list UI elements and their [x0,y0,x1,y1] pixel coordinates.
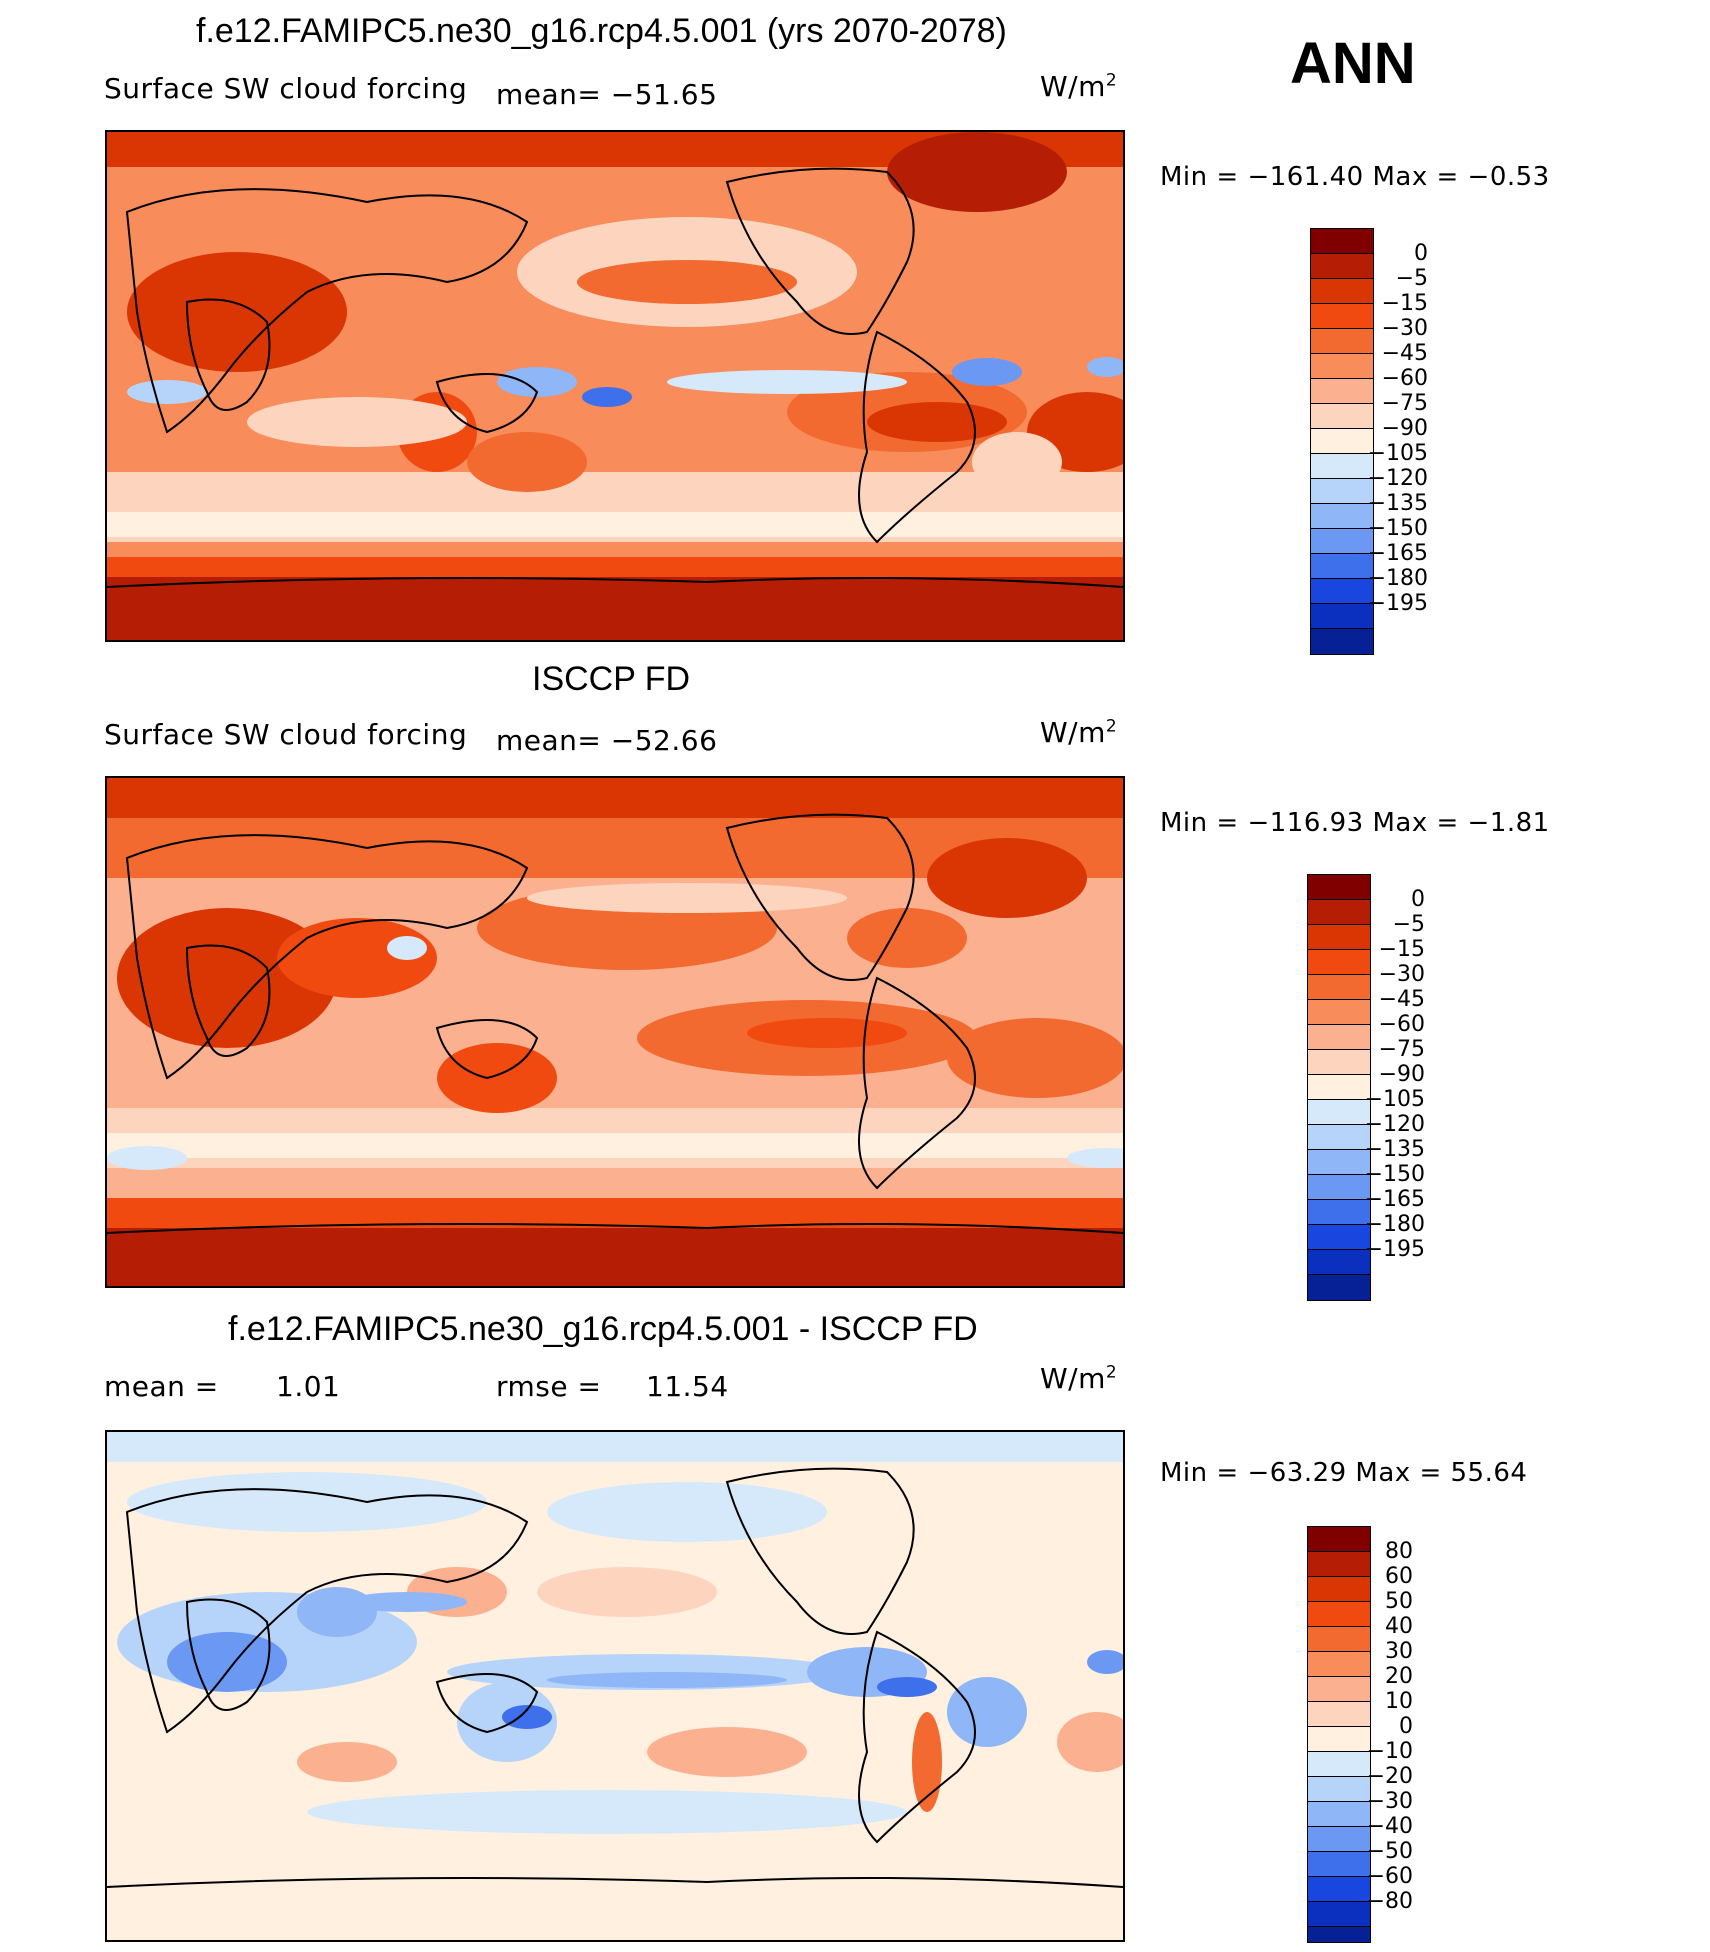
panel1-mean-label: mean= −51.65 [496,78,718,111]
panel2-variable-label: Surface SW cloud forcing [104,718,468,751]
panel3-title: f.e12.FAMIPC5.ne30_g16.rcp4.5.001 - ISCC… [228,1310,978,1348]
cb1-label-11: −150 [1367,516,1428,541]
cb2-label-1: −5 [1392,912,1425,937]
cb1-label-9: −120 [1367,466,1428,491]
cb2-label-3: −30 [1378,962,1425,987]
cb1-label-14: −195 [1367,591,1428,616]
panel1-map [105,130,1125,642]
cb2-label-9: −120 [1364,1112,1425,1137]
cb3-label-12: −50 [1366,1839,1413,1864]
panel2-mean-label: mean= −52.66 [496,724,718,757]
cb3-label-7: 0 [1399,1714,1413,1739]
panel2-minmax: Min = −116.93 Max = −1.81 [1160,808,1550,838]
cb1-label-6: −75 [1381,391,1428,416]
panel1-units-label: W/m2 [1040,70,1118,103]
cb3-label-5: 20 [1385,1664,1413,1689]
panel3-colorbar [1307,1526,1371,1943]
panel2-colorbar [1307,874,1371,1301]
cb3-label-9: −20 [1366,1764,1413,1789]
cb3-label-3: 40 [1385,1614,1413,1639]
cb2-label-14: −195 [1364,1237,1425,1262]
cb3-label-11: −40 [1366,1814,1413,1839]
panel3-mean-value: 1.01 [276,1370,341,1403]
cb2-label-2: −15 [1378,937,1425,962]
panel1-map-field [107,132,1123,640]
panel1-variable-label: Surface SW cloud forcing [104,72,468,105]
cb1-label-4: −45 [1381,341,1428,366]
cb2-label-13: −180 [1364,1212,1425,1237]
cb1-label-8: −105 [1367,441,1428,466]
panel3-map [105,1430,1125,1942]
cb1-label-1: −5 [1395,266,1428,291]
panel1-title: f.e12.FAMIPC5.ne30_g16.rcp4.5.001 (yrs 2… [196,12,1007,50]
panel2-map [105,776,1125,1288]
panel2-units-label: W/m2 [1040,716,1118,749]
cb2-label-0: 0 [1411,887,1425,912]
cb2-label-10: −135 [1364,1137,1425,1162]
cb3-label-1: 60 [1385,1564,1413,1589]
panel3-minmax: Min = −63.29 Max = 55.64 [1160,1458,1528,1488]
cb3-label-10: −30 [1366,1789,1413,1814]
cb1-label-7: −90 [1381,416,1428,441]
panel3-mean-label: mean = [104,1370,219,1403]
cb1-label-10: −135 [1367,491,1428,516]
cb3-label-14: −80 [1366,1889,1413,1914]
season-label: ANN [1290,31,1416,96]
panel3-units-label: W/m2 [1040,1362,1118,1395]
cb2-label-6: −75 [1378,1037,1425,1062]
cb3-label-8: −10 [1366,1739,1413,1764]
panel3-rmse-value: 11.54 [646,1370,729,1403]
cb3-label-2: 50 [1385,1589,1413,1614]
panel3-rmse-label: rmse = [496,1370,602,1403]
cb2-label-11: −150 [1364,1162,1425,1187]
cb2-label-7: −90 [1378,1062,1425,1087]
cb3-label-0: 80 [1385,1539,1413,1564]
cb1-label-12: −165 [1367,541,1428,566]
panel3-map-field [107,1432,1123,1940]
cb1-label-2: −15 [1381,291,1428,316]
cb3-label-4: 30 [1385,1639,1413,1664]
panel1-colorbar [1310,228,1374,655]
cb2-label-4: −45 [1378,987,1425,1012]
cb2-label-8: −105 [1364,1087,1425,1112]
panel2-title: ISCCP FD [532,660,691,698]
panel2-map-field [107,778,1123,1286]
cb3-label-13: −60 [1366,1864,1413,1889]
cb1-label-5: −60 [1381,366,1428,391]
cb2-label-5: −60 [1378,1012,1425,1037]
cb1-label-13: −180 [1367,566,1428,591]
cb1-label-0: 0 [1414,241,1428,266]
cb3-label-6: 10 [1385,1689,1413,1714]
panel1-minmax: Min = −161.40 Max = −0.53 [1160,162,1550,192]
cb2-label-12: −165 [1364,1187,1425,1212]
cb1-label-3: −30 [1381,316,1428,341]
